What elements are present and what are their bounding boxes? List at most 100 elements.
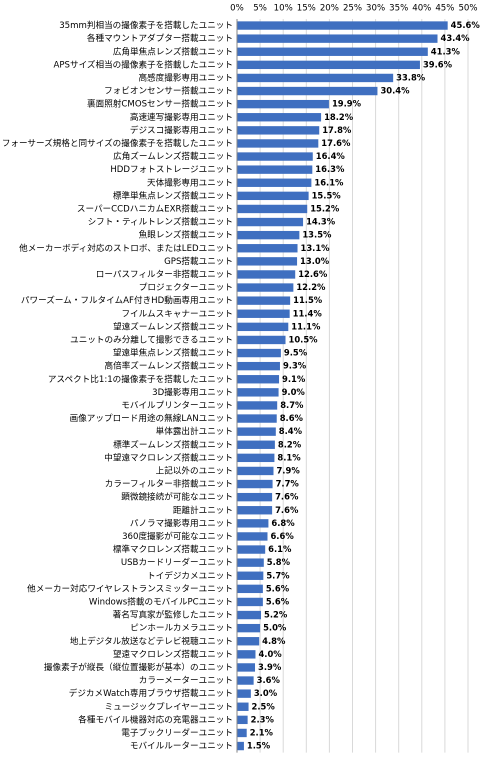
value-label: 4.0% xyxy=(258,649,282,659)
bar xyxy=(237,191,309,201)
bar xyxy=(237,217,304,227)
y-tick-label: 標準ズームレンズ搭載ユニット xyxy=(113,438,233,450)
bar xyxy=(237,715,248,725)
value-label: 3.9% xyxy=(258,662,282,672)
x-tick-label: 15% xyxy=(297,4,316,14)
y-tick-label: 望遠マクロレンズ搭載ユニット xyxy=(113,648,233,660)
value-label: 5.2% xyxy=(264,610,288,620)
bar xyxy=(237,139,319,148)
bar xyxy=(237,453,275,463)
y-tick-label: フイルムスキャナーユニット xyxy=(121,308,233,319)
bar xyxy=(237,584,263,594)
value-label: 19.9% xyxy=(332,99,362,109)
bar xyxy=(237,532,268,541)
value-label: 10.5% xyxy=(289,334,319,344)
value-label: 16.4% xyxy=(316,151,346,161)
value-label: 5.7% xyxy=(266,570,290,580)
y-tick-label: USBカードリーダーユニット xyxy=(121,556,233,568)
value-label: 2.5% xyxy=(252,701,276,711)
bar xyxy=(237,375,280,384)
y-tick-label: 画像アップロード用途の無線LANユニット xyxy=(70,412,233,424)
value-label: 18.2% xyxy=(324,112,354,122)
x-tick-label: 40% xyxy=(412,4,431,14)
value-label: 5.6% xyxy=(266,583,290,593)
bar xyxy=(237,60,420,70)
bar xyxy=(237,165,313,174)
value-label: 6.8% xyxy=(271,518,295,528)
y-tick-label: スーパーCCDハニカムEXR搭載ユニット xyxy=(77,202,233,214)
value-label: 15.5% xyxy=(312,190,342,200)
value-label: 8.7% xyxy=(280,400,304,410)
y-tick-label: プロジェクターユニット xyxy=(139,282,233,293)
bar xyxy=(237,361,280,371)
bar xyxy=(237,414,277,423)
y-tick-label: 単体露出計ユニット xyxy=(156,425,233,437)
value-label: 33.8% xyxy=(396,72,426,82)
y-tick-label: 他メーカーボディ対応のストロボ、またはLEDユニット xyxy=(19,242,233,254)
y-tick-label: カラーメーターユニット xyxy=(139,675,233,686)
bar xyxy=(237,34,438,43)
value-label: 6.1% xyxy=(268,544,292,554)
value-label: 9.5% xyxy=(284,348,308,358)
bar xyxy=(237,152,313,161)
bar xyxy=(237,519,269,528)
bar xyxy=(237,650,256,659)
bar xyxy=(237,244,298,253)
y-tick-label: ピンホールカメラユニット xyxy=(130,623,233,634)
value-label: 4.8% xyxy=(262,636,286,646)
x-tick-label: 5% xyxy=(253,4,267,14)
y-tick-label: モバイルルーターユニット xyxy=(130,741,233,752)
bar xyxy=(237,689,251,698)
y-tick-label: デジスコ撮影専用ユニット xyxy=(130,124,233,136)
bar xyxy=(237,663,256,672)
y-tick-label: 高速連写撮影専用ユニット xyxy=(130,111,233,123)
value-label: 43.4% xyxy=(441,33,471,43)
value-label: 7.6% xyxy=(275,505,299,515)
bar xyxy=(237,610,262,620)
value-label: 1.5% xyxy=(247,741,271,751)
y-tick-label: 地上デジタル放送などテレビ視聴ユニット xyxy=(70,635,233,647)
bar xyxy=(237,676,254,685)
y-tick-label: デジカメWatch専用ブラウザ搭載ユニット xyxy=(69,687,233,699)
bar xyxy=(237,113,322,122)
value-label: 17.6% xyxy=(321,138,351,148)
y-tick-label: 望遠ズームレンズ搭載ユニット xyxy=(113,320,233,332)
value-label: 16.3% xyxy=(315,164,345,174)
value-label: 9.0% xyxy=(282,387,306,397)
x-tick-label: 0% xyxy=(230,4,244,14)
bar xyxy=(237,702,249,711)
value-label: 7.9% xyxy=(276,465,300,475)
y-tick-label: ミュージックプレイヤーユニット xyxy=(105,701,233,712)
y-tick-label: 魚眼レンズ搭載ユニット xyxy=(139,229,233,241)
bar xyxy=(237,283,294,292)
x-tick-label: 35% xyxy=(389,4,408,14)
y-tick-label: HDDフォトストレージユニット xyxy=(110,165,233,175)
bar xyxy=(237,230,300,240)
value-label: 12.6% xyxy=(298,269,328,279)
bar xyxy=(237,178,312,187)
y-tick-label: 各種モバイル機器対応の充電器ユニット xyxy=(78,713,233,725)
bar xyxy=(237,558,264,567)
y-tick-label: 顕微鏡接続が可能なユニット xyxy=(121,491,233,503)
value-label: 16.1% xyxy=(314,177,344,187)
y-tick-label: カラーフィルター非搭載ユニット xyxy=(105,478,233,490)
bar xyxy=(237,571,264,580)
y-tick-label: ユニットのみ分離して撮影できるユニット xyxy=(70,333,233,345)
value-label: 30.4% xyxy=(380,86,410,96)
y-tick-label: 距離計ユニット xyxy=(173,504,233,516)
y-tick-label: 高感度撮影専用ユニット xyxy=(138,71,233,83)
y-tick-label: 著名写真家が監修したユニット xyxy=(113,609,233,621)
y-tick-label: モバイルプリンターユニット xyxy=(121,400,233,411)
y-tick-label: 3D撮影専用ユニット xyxy=(152,386,233,398)
y-tick-label: フォーサーズ規格と同サイズの撮像素子を搭載したユニット xyxy=(2,137,233,149)
value-label: 39.6% xyxy=(423,59,453,69)
x-tick-label: 25% xyxy=(343,4,362,14)
bar xyxy=(237,388,279,397)
y-tick-label: 天体撮影専用ユニット xyxy=(147,176,233,188)
bar xyxy=(237,99,329,109)
bar xyxy=(237,492,273,502)
y-tick-label: 広角単焦点レンズ搭載ユニット xyxy=(113,45,233,57)
y-tick-label: 撮像素子が縦長（縦位置撮影が基本）のユニット xyxy=(44,661,233,673)
bar xyxy=(237,728,247,738)
bar xyxy=(237,401,278,410)
